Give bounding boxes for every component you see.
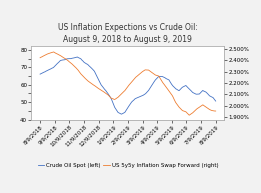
Crude Oil Spot (left) <box>39 73 42 75</box>
Crude Oil Spot (left) <box>113 106 116 108</box>
Crude Oil Spot (left) <box>214 100 217 102</box>
US 5y5y Inflation Swap Forward (right) <box>188 114 191 116</box>
Title: US Inflation Expections vs Crude Oil:
August 9, 2018 to August 9, 2019: US Inflation Expections vs Crude Oil: Au… <box>58 23 198 44</box>
US 5y5y Inflation Swap Forward (right) <box>60 55 63 58</box>
Crude Oil Spot (left) <box>112 104 116 107</box>
Crude Oil Spot (left) <box>120 113 123 115</box>
Legend: Crude Oil Spot (left), US 5y5y Inflation Swap Forward (right): Crude Oil Spot (left), US 5y5y Inflation… <box>35 161 220 170</box>
US 5y5y Inflation Swap Forward (right) <box>112 98 116 100</box>
Line: US 5y5y Inflation Swap Forward (right): US 5y5y Inflation Swap Forward (right) <box>40 52 216 115</box>
US 5y5y Inflation Swap Forward (right) <box>214 110 217 112</box>
US 5y5y Inflation Swap Forward (right) <box>181 109 184 112</box>
US 5y5y Inflation Swap Forward (right) <box>39 57 42 59</box>
Crude Oil Spot (left) <box>64 58 67 61</box>
US 5y5y Inflation Swap Forward (right) <box>52 51 55 53</box>
US 5y5y Inflation Swap Forward (right) <box>113 98 116 101</box>
Crude Oil Spot (left) <box>207 94 210 96</box>
Line: Crude Oil Spot (left): Crude Oil Spot (left) <box>40 57 216 114</box>
Crude Oil Spot (left) <box>76 56 79 58</box>
Crude Oil Spot (left) <box>60 59 63 61</box>
US 5y5y Inflation Swap Forward (right) <box>207 108 210 110</box>
Crude Oil Spot (left) <box>182 86 185 88</box>
US 5y5y Inflation Swap Forward (right) <box>64 58 67 60</box>
